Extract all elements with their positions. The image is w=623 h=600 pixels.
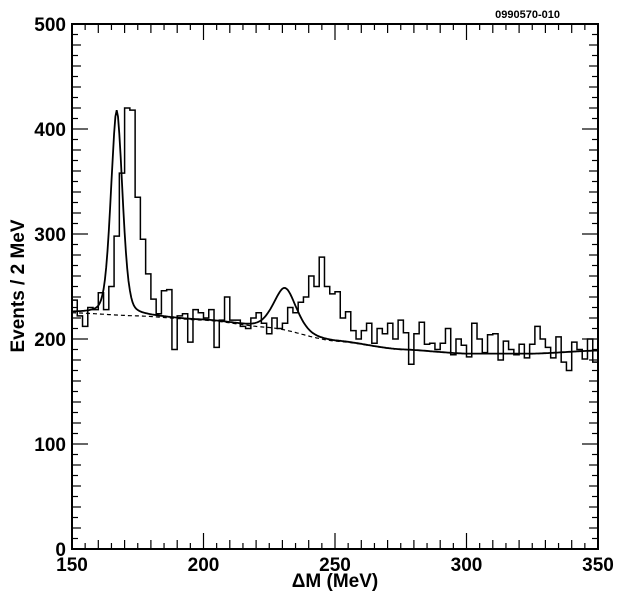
x-axis-title: ΔM (MeV) bbox=[292, 571, 378, 592]
axis-tick-labels: 150 200 250 300 350 0 100 200 300 400 500 bbox=[34, 15, 614, 576]
x-tick-label: 150 bbox=[56, 555, 88, 576]
y-tick-label: 0 bbox=[55, 540, 66, 561]
y-axis-title: Events / 2 MeV bbox=[8, 219, 29, 352]
y-tick-label: 500 bbox=[34, 15, 66, 36]
y-tick-label: 400 bbox=[34, 120, 66, 141]
histogram bbox=[72, 107, 598, 372]
fit-curve bbox=[72, 110, 599, 355]
x-tick-label: 200 bbox=[188, 555, 220, 576]
y-tick-label: 300 bbox=[34, 225, 66, 246]
figure-id-label: 0990570-010 bbox=[495, 9, 560, 21]
y-tick-label: 200 bbox=[34, 330, 66, 351]
x-tick-label: 350 bbox=[582, 555, 614, 576]
x-tick-label: 300 bbox=[451, 555, 483, 576]
x-tick-label: 250 bbox=[319, 555, 351, 576]
y-tick-label: 100 bbox=[34, 435, 66, 456]
